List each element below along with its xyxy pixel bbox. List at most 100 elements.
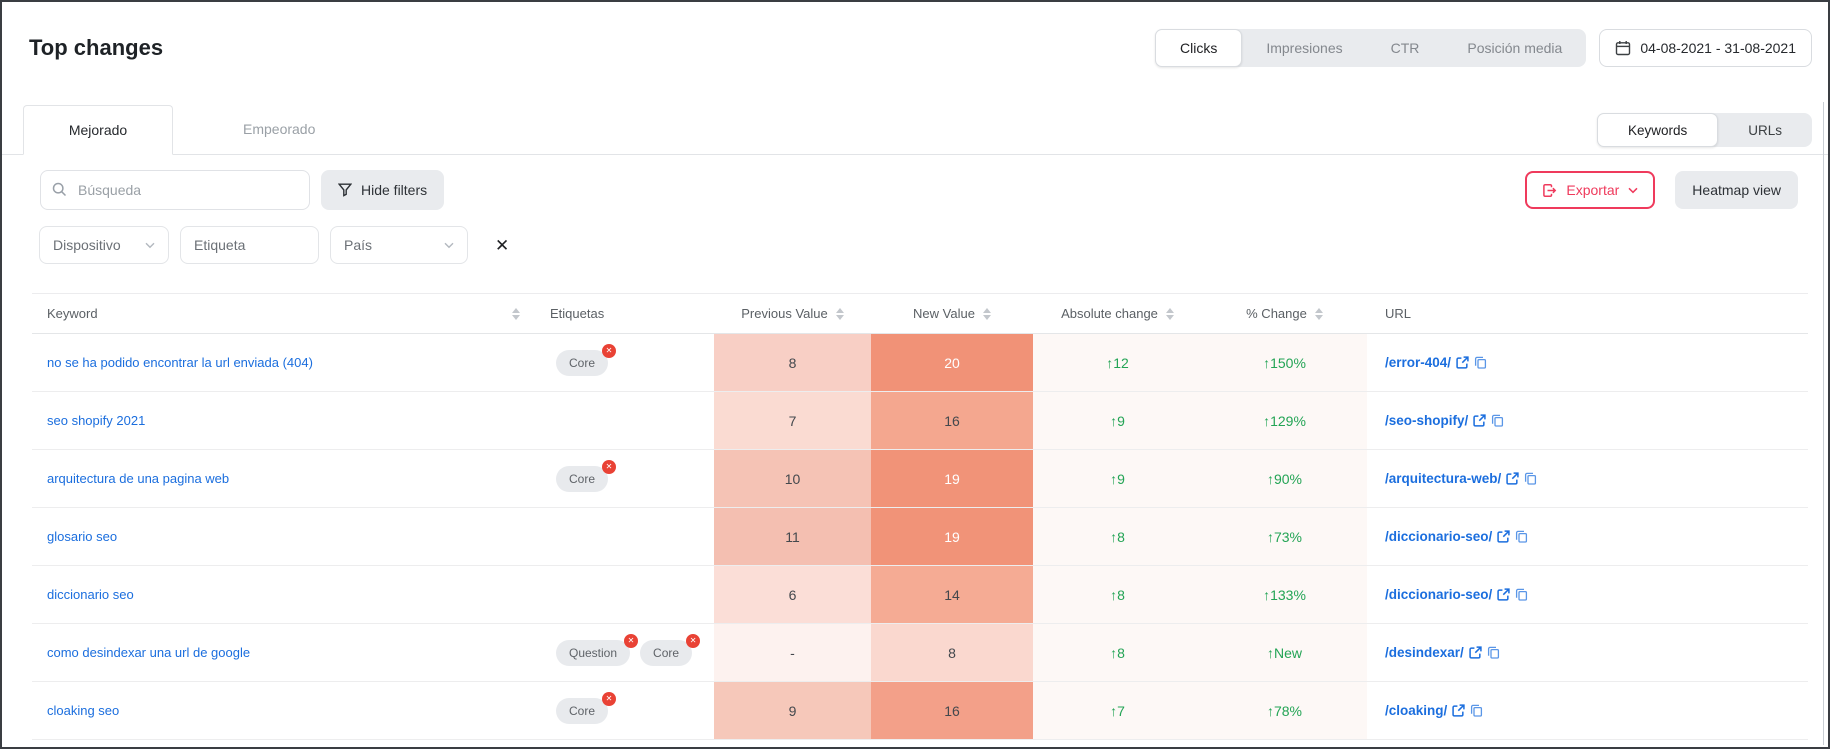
sort-icon[interactable] xyxy=(982,307,991,320)
previous-value: - xyxy=(790,644,795,661)
tag-label: Core xyxy=(569,355,596,370)
previous-value: 8 xyxy=(788,354,797,371)
search-input[interactable] xyxy=(40,170,310,210)
copy-icon[interactable] xyxy=(1515,530,1528,543)
tag-pill[interactable]: Core ✕ xyxy=(556,459,617,492)
external-link-icon[interactable] xyxy=(1469,646,1482,659)
header-percent-change: % Change xyxy=(1246,306,1307,321)
new-value: 14 xyxy=(944,586,960,603)
keyword-link[interactable]: glosario seo xyxy=(47,529,118,544)
copy-icon[interactable] xyxy=(1491,414,1504,427)
external-link-icon[interactable] xyxy=(1456,356,1469,369)
copy-icon[interactable] xyxy=(1524,472,1537,485)
country-filter-select[interactable]: País xyxy=(330,226,468,264)
external-link-icon[interactable] xyxy=(1473,414,1486,427)
percent-change-cell: ↑90% xyxy=(1202,450,1367,507)
tag-remove-icon[interactable]: ✕ xyxy=(602,459,617,474)
export-button[interactable]: Exportar xyxy=(1525,171,1656,209)
previous-value-cell: 6 xyxy=(714,566,871,623)
percent-change-cell: ↑New xyxy=(1202,624,1367,681)
keyword-link[interactable]: seo shopify 2021 xyxy=(47,413,146,428)
external-link-icon[interactable] xyxy=(1506,472,1519,485)
header-previous-value: Previous Value xyxy=(741,306,828,321)
url-link[interactable]: /arquitectura-web/ xyxy=(1385,471,1502,486)
hide-filters-label: Hide filters xyxy=(361,182,428,198)
url-link[interactable]: /cloaking/ xyxy=(1385,703,1448,718)
tag-remove-icon[interactable]: ✕ xyxy=(624,633,639,648)
tag-label: Core xyxy=(653,645,680,660)
previous-value: 11 xyxy=(785,528,800,545)
entity-toggle: Keywords URLs xyxy=(1596,113,1812,147)
tag-remove-icon[interactable]: ✕ xyxy=(602,691,617,706)
new-value: 16 xyxy=(944,702,960,719)
external-link-icon[interactable] xyxy=(1497,588,1510,601)
metric-tab-clicks[interactable]: Clicks xyxy=(1155,29,1243,67)
keyword-link[interactable]: como desindexar una url de google xyxy=(47,645,251,660)
new-value-cell: 14 xyxy=(871,566,1033,623)
header-new-value: New Value xyxy=(913,306,975,321)
sort-icon[interactable] xyxy=(835,307,844,320)
tab-empeorado[interactable]: Empeorado xyxy=(213,104,345,154)
sort-icon[interactable] xyxy=(512,307,520,320)
tag-remove-icon[interactable]: ✕ xyxy=(686,633,701,648)
tabstrip: Mejorado Empeorado Keywords URLs xyxy=(2,104,1828,155)
date-range-picker[interactable]: 04-08-2021 - 31-08-2021 xyxy=(1599,29,1812,67)
keyword-link[interactable]: diccionario seo xyxy=(47,587,134,602)
heatmap-view-button[interactable]: Heatmap view xyxy=(1675,171,1798,209)
header-keyword: Keyword xyxy=(47,306,98,321)
keyword-link[interactable]: cloaking seo xyxy=(47,703,120,718)
previous-value-cell: 9 xyxy=(714,682,871,739)
metric-tab-posicion-media[interactable]: Posición media xyxy=(1443,29,1586,67)
search-icon xyxy=(52,182,67,197)
sort-icon[interactable] xyxy=(1165,307,1174,320)
tag-pill[interactable]: Question ✕ xyxy=(556,633,639,666)
copy-icon[interactable] xyxy=(1474,356,1487,369)
toggle-keywords[interactable]: Keywords xyxy=(1596,113,1719,147)
metric-tab-impresiones[interactable]: Impresiones xyxy=(1242,29,1366,67)
device-filter-select[interactable]: Dispositivo xyxy=(39,226,169,264)
clear-filters-icon[interactable]: ✕ xyxy=(495,235,510,255)
new-value-cell: 16 xyxy=(871,392,1033,449)
previous-value-cell: 8 xyxy=(714,334,871,391)
table-row: glosario seo 11 19 ↑8 ↑73% /diccionario-… xyxy=(32,508,1808,566)
tag-pill[interactable]: Core ✕ xyxy=(640,633,701,666)
external-link-icon[interactable] xyxy=(1452,704,1465,717)
previous-value: 6 xyxy=(788,586,797,603)
previous-value: 9 xyxy=(788,702,797,719)
previous-value-cell: 11 xyxy=(714,508,871,565)
external-link-icon[interactable] xyxy=(1497,530,1510,543)
filter-bar: Dispositivo País ✕ xyxy=(2,225,1828,265)
keyword-link[interactable]: no se ha podido encontrar la url enviada… xyxy=(47,355,313,370)
tag-filter-input[interactable] xyxy=(180,226,319,264)
metric-tab-ctr[interactable]: CTR xyxy=(1367,29,1444,67)
copy-icon[interactable] xyxy=(1470,704,1483,717)
topbar: Top changes Clicks Impresiones CTR Posic… xyxy=(2,28,1828,68)
hide-filters-button[interactable]: Hide filters xyxy=(321,170,445,210)
new-value-cell: 8 xyxy=(871,624,1033,681)
percent-change-cell: ↑73% xyxy=(1202,508,1367,565)
tag-pill[interactable]: Core ✕ xyxy=(556,343,617,376)
tag-pill[interactable]: Core ✕ xyxy=(556,691,617,724)
absolute-change-cell: ↑12 xyxy=(1033,334,1202,391)
url-link[interactable]: /diccionario-seo/ xyxy=(1385,529,1493,544)
new-value: 19 xyxy=(944,470,960,487)
tab-empeorado-label: Empeorado xyxy=(243,121,316,137)
new-value-cell: 19 xyxy=(871,508,1033,565)
toggle-urls[interactable]: URLs xyxy=(1718,113,1812,147)
sort-icon[interactable] xyxy=(1314,307,1323,320)
metric-toggle: Clicks Impresiones CTR Posición media xyxy=(1155,29,1587,67)
url-link[interactable]: /error-404/ xyxy=(1385,355,1452,370)
copy-icon[interactable] xyxy=(1515,588,1528,601)
url-link[interactable]: /diccionario-seo/ xyxy=(1385,587,1493,602)
new-value-cell: 16 xyxy=(871,682,1033,739)
url-link[interactable]: /seo-shopify/ xyxy=(1385,413,1469,428)
keyword-link[interactable]: arquitectura de una pagina web xyxy=(47,471,230,486)
percent-change-cell: ↑78% xyxy=(1202,682,1367,739)
tab-mejorado[interactable]: Mejorado xyxy=(23,105,173,155)
new-value-cell: 20 xyxy=(871,334,1033,391)
copy-icon[interactable] xyxy=(1487,646,1500,659)
tag-remove-icon[interactable]: ✕ xyxy=(602,343,617,358)
export-label: Exportar xyxy=(1566,182,1620,198)
url-link[interactable]: /desindexar/ xyxy=(1385,645,1464,660)
date-range-label: 04-08-2021 - 31-08-2021 xyxy=(1640,40,1796,56)
